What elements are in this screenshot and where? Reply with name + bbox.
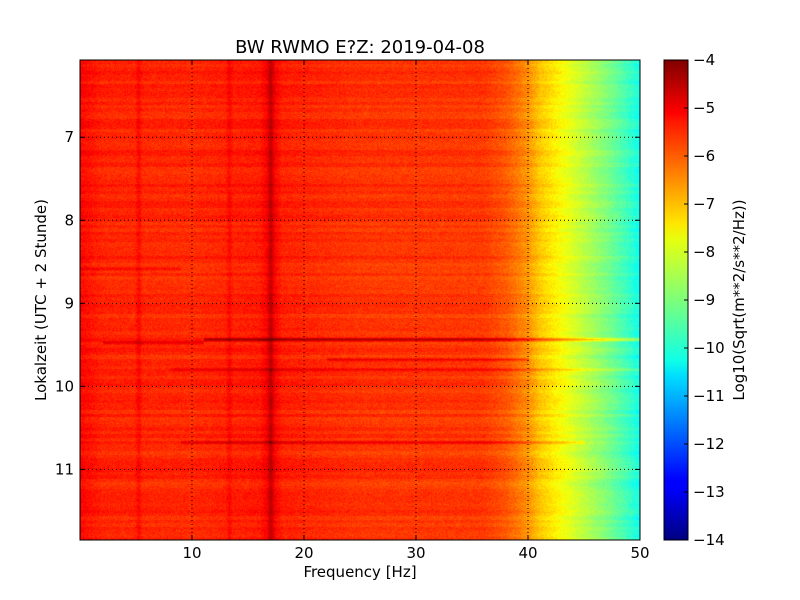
colorbar-tick-label: −6 xyxy=(693,147,715,165)
colorbar-ticks: −4 −5 −6 −7 −8 −9 −10 −11 −12 −13 −14 xyxy=(684,51,725,549)
colorbar-tick-label: −5 xyxy=(693,99,715,117)
x-tick-label: 10 xyxy=(182,544,201,562)
colorbar-tick-label: −12 xyxy=(693,435,725,453)
colorbar-tick-label: −9 xyxy=(693,291,715,309)
grid-lines xyxy=(80,60,640,540)
colorbar-tick-label: −10 xyxy=(693,339,725,357)
colorbar-tick-label: −14 xyxy=(693,531,725,549)
colorbar-tick-label: −11 xyxy=(693,387,725,405)
y-axis-ticks: 7 8 9 10 11 xyxy=(55,128,640,478)
y-tick-label: 11 xyxy=(55,460,74,478)
plot-frame xyxy=(79,59,641,541)
colorbar-tick-label: −8 xyxy=(693,243,715,261)
y-axis-label: Lokalzeit (UTC + 2 Stunde) xyxy=(32,199,50,401)
y-tick-label: 7 xyxy=(64,128,74,146)
y-tick-label: 10 xyxy=(55,377,74,395)
colorbar-label: Log10(Sqrt(m**2/s**2/Hz)) xyxy=(730,199,748,400)
heatmap-canvas xyxy=(80,60,640,540)
y-tick-label: 9 xyxy=(64,294,74,312)
y-tick-label: 8 xyxy=(64,211,74,229)
x-tick-label: 30 xyxy=(406,544,425,562)
heatmap-area xyxy=(80,60,640,540)
x-tick-label: 50 xyxy=(630,544,649,562)
colorbar-tick-label: −13 xyxy=(693,483,725,501)
colorbar-tick-label: −7 xyxy=(693,195,715,213)
x-tick-label: 40 xyxy=(518,544,537,562)
x-tick-label: 20 xyxy=(294,544,313,562)
x-axis-label: Frequency [Hz] xyxy=(303,563,416,581)
x-axis-ticks: 10 20 30 40 50 xyxy=(182,60,650,562)
colorbar-tick-label: −4 xyxy=(693,51,715,69)
chart-title: BW RWMO E?Z: 2019-04-08 xyxy=(235,37,485,58)
